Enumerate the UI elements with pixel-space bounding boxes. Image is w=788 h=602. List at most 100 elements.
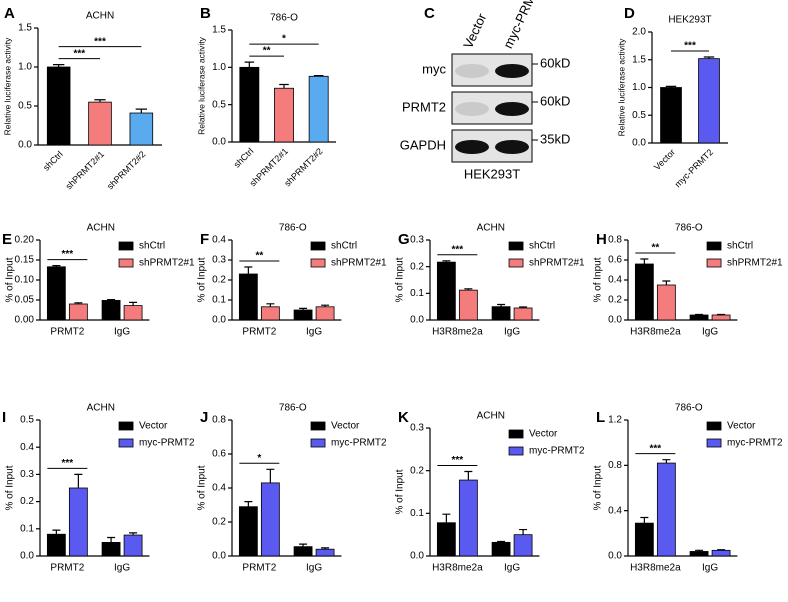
y-tick-label: 0.5 bbox=[212, 99, 226, 110]
x-tick-label: shCtrl bbox=[232, 146, 256, 170]
y-tick-label: 0.0 bbox=[608, 551, 622, 562]
x-tick-label: PRMT2 bbox=[242, 327, 276, 338]
legend-swatch bbox=[706, 258, 722, 268]
error-bar bbox=[662, 280, 671, 285]
error-bar bbox=[442, 260, 451, 263]
chart-title: ACHN bbox=[86, 11, 114, 22]
error-bar bbox=[662, 459, 671, 464]
error-bar bbox=[519, 306, 528, 308]
bar bbox=[260, 482, 280, 557]
error-bar bbox=[313, 74, 324, 77]
y-tick-label: 0.3 bbox=[212, 255, 226, 266]
y-tick-label: 0.15 bbox=[15, 255, 35, 266]
blot-band bbox=[495, 102, 529, 116]
error-bar bbox=[640, 258, 649, 264]
significance-label: *** bbox=[73, 48, 85, 59]
y-axis-label: % of Input bbox=[197, 465, 208, 510]
y-tick-label: 0.0 bbox=[212, 137, 226, 148]
error-bar bbox=[129, 301, 138, 306]
error-bar bbox=[703, 56, 715, 59]
x-tick-label: IgG bbox=[114, 327, 130, 338]
x-tick-label: H3R8me2a bbox=[630, 327, 681, 338]
error-bar bbox=[266, 468, 275, 483]
y-tick-label: 0.0 bbox=[608, 315, 622, 326]
significance-label: *** bbox=[684, 41, 696, 52]
error-bar bbox=[135, 108, 148, 114]
significance-label: ** bbox=[651, 243, 659, 254]
bar bbox=[238, 273, 258, 321]
error-bar bbox=[74, 473, 83, 488]
legend-label: myc-PRMT2 bbox=[139, 438, 195, 449]
y-tick-label: 1.0 bbox=[212, 62, 226, 73]
y-axis-label: % of Input bbox=[395, 469, 406, 514]
y-axis-label: Relative luciferase activity bbox=[2, 37, 12, 136]
y-tick-label: 0.00 bbox=[15, 315, 35, 326]
significance-label: * bbox=[282, 34, 286, 45]
x-tick-label: shPRMT2#1 bbox=[64, 149, 106, 191]
significance-label: *** bbox=[62, 249, 74, 260]
y-tick-label: 1.5 bbox=[632, 54, 646, 65]
y-axis-label: % of Input bbox=[197, 257, 208, 302]
x-tick-label: IgG bbox=[306, 327, 322, 338]
y-tick-label: 1.2 bbox=[608, 415, 622, 426]
y-tick-label: 0.0 bbox=[410, 315, 424, 326]
legend-label: Vector bbox=[727, 421, 756, 432]
bar bbox=[491, 306, 511, 321]
panel-letter: I bbox=[2, 409, 6, 426]
blot-band bbox=[455, 140, 489, 154]
bar bbox=[689, 314, 709, 321]
y-tick-label: 0.1 bbox=[212, 295, 226, 306]
error-bar bbox=[94, 99, 106, 103]
error-bar bbox=[321, 547, 330, 550]
y-tick-label: 0.2 bbox=[212, 275, 226, 286]
bar bbox=[656, 462, 676, 557]
x-tick-label: myc-PRMT2 bbox=[673, 147, 715, 189]
panel-letter: C bbox=[424, 5, 435, 22]
panel-letter: B bbox=[200, 5, 211, 22]
y-tick-label: 0.8 bbox=[608, 235, 622, 246]
chart-title: ACHN bbox=[477, 411, 505, 422]
bar bbox=[68, 303, 88, 321]
legend-swatch bbox=[118, 258, 134, 268]
legend-swatch bbox=[508, 429, 524, 439]
error-bar bbox=[695, 313, 704, 316]
y-tick-label: 0.6 bbox=[608, 255, 622, 266]
bar bbox=[711, 549, 731, 557]
y-tick-label: 1.5 bbox=[212, 25, 226, 36]
y-tick-label: 0.1 bbox=[20, 523, 34, 534]
y-tick-label: 0.0 bbox=[20, 551, 34, 562]
y-tick-label: 0.10 bbox=[15, 275, 35, 286]
bar bbox=[293, 546, 313, 557]
panel-letter: L bbox=[596, 409, 605, 426]
legend-label: shCtrl bbox=[529, 241, 555, 252]
legend-swatch bbox=[118, 241, 134, 251]
y-axis-label: Relative luciferase activity bbox=[616, 38, 626, 137]
row-label: myc bbox=[422, 61, 446, 76]
error-bar bbox=[74, 302, 83, 304]
bar bbox=[689, 551, 709, 557]
error-bar bbox=[464, 470, 473, 481]
bar bbox=[491, 541, 511, 557]
error-bar bbox=[52, 529, 61, 535]
error-bar bbox=[321, 304, 330, 307]
y-tick-label: 0.2 bbox=[212, 517, 226, 528]
bar bbox=[513, 534, 533, 557]
lane-label: Vector bbox=[460, 10, 489, 50]
bar bbox=[101, 542, 121, 557]
y-tick-label: 0.8 bbox=[212, 415, 226, 426]
error-bar bbox=[244, 61, 255, 68]
y-tick-label: 0.0 bbox=[410, 551, 424, 562]
y-tick-label: 0.5 bbox=[20, 415, 34, 426]
y-axis-label: % of Input bbox=[593, 465, 604, 510]
chart-title: ACHN bbox=[477, 223, 505, 234]
y-tick-label: 0.1 bbox=[410, 288, 424, 299]
panel-letter: H bbox=[596, 231, 607, 248]
legend-swatch bbox=[508, 258, 524, 268]
blot-caption: HEK293T bbox=[464, 166, 520, 181]
x-tick-label: shPRMT2#2 bbox=[105, 149, 147, 191]
chart-title: 786-O bbox=[270, 13, 298, 24]
chart-title: 786-O bbox=[675, 403, 703, 414]
bar bbox=[274, 87, 294, 143]
chart-title: 786-O bbox=[675, 223, 703, 234]
bar bbox=[308, 75, 329, 143]
